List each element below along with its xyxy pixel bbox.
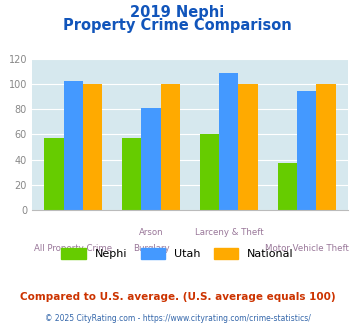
Bar: [239, 84, 258, 210]
Text: Larceny & Theft: Larceny & Theft: [195, 228, 263, 237]
Bar: [200, 134, 219, 210]
Text: Motor Vehicle Theft: Motor Vehicle Theft: [265, 244, 349, 253]
Bar: [160, 84, 180, 210]
Bar: [122, 138, 141, 210]
Bar: [219, 73, 239, 210]
Text: Burglary: Burglary: [133, 244, 169, 253]
Bar: [44, 138, 64, 210]
Bar: [141, 108, 160, 210]
Text: Property Crime Comparison: Property Crime Comparison: [63, 18, 292, 33]
Text: Compared to U.S. average. (U.S. average equals 100): Compared to U.S. average. (U.S. average …: [20, 292, 335, 302]
Legend: Nephi, Utah, National: Nephi, Utah, National: [57, 244, 298, 263]
Bar: [83, 84, 102, 210]
Bar: [278, 163, 297, 210]
Text: All Property Crime: All Property Crime: [34, 244, 112, 253]
Text: Arson: Arson: [139, 228, 163, 237]
Text: © 2025 CityRating.com - https://www.cityrating.com/crime-statistics/: © 2025 CityRating.com - https://www.city…: [45, 314, 310, 323]
Bar: [297, 91, 316, 210]
Bar: [64, 81, 83, 210]
Bar: [316, 84, 335, 210]
Text: 2019 Nephi: 2019 Nephi: [130, 5, 225, 20]
